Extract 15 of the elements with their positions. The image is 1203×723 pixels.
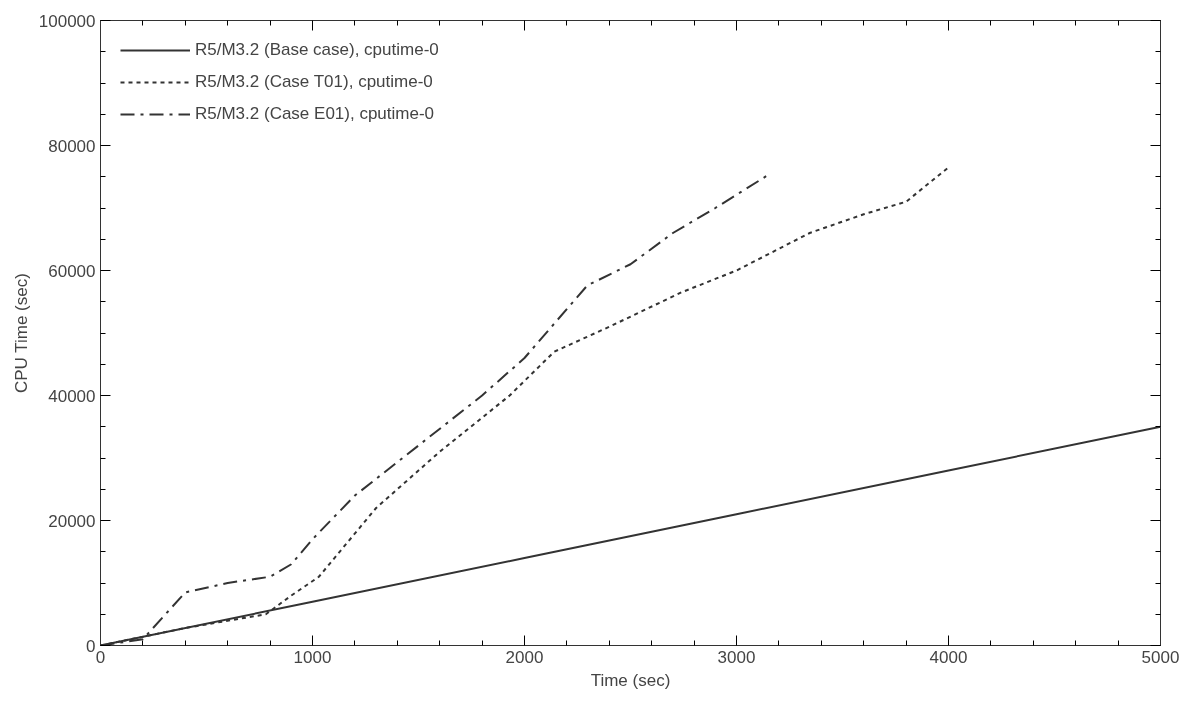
x-tick-label: 3000 <box>717 647 756 667</box>
x-tick-label: 2000 <box>505 647 544 667</box>
x-tick-label: 1000 <box>293 647 332 667</box>
y-tick-label: 40000 <box>48 386 96 406</box>
y-tick-label: 60000 <box>48 261 96 281</box>
y-tick-label: 20000 <box>48 511 96 531</box>
x-tick-label: 5000 <box>1141 647 1180 667</box>
y-tick-label: 100000 <box>38 11 96 31</box>
x-tick-label: 4000 <box>929 647 968 667</box>
legend-label: R5/M3.2 (Base case), cputime-0 <box>195 40 439 60</box>
y-axis-title: CPU Time (sec) <box>11 273 31 394</box>
x-axis-title: Time (sec) <box>590 670 671 690</box>
legend-label: R5/M3.2 (Case T01), cputime-0 <box>195 72 433 92</box>
legend-label: R5/M3.2 (Case E01), cputime-0 <box>195 104 435 124</box>
y-tick-label: 80000 <box>48 136 96 156</box>
